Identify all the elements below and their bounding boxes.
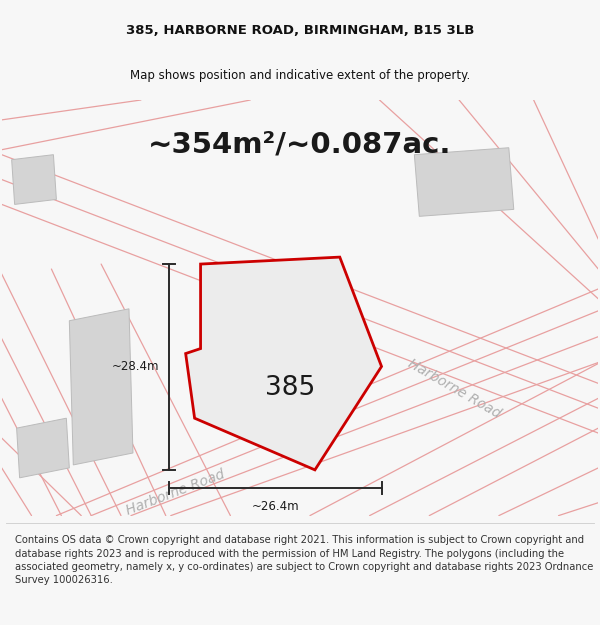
Text: Map shows position and indicative extent of the property.: Map shows position and indicative extent… [130,69,470,82]
Text: 385, HARBORNE ROAD, BIRMINGHAM, B15 3LB: 385, HARBORNE ROAD, BIRMINGHAM, B15 3LB [126,24,474,38]
Text: 385: 385 [265,376,315,401]
Text: ~28.4m: ~28.4m [112,361,159,374]
Polygon shape [415,148,514,216]
Polygon shape [70,309,133,465]
Text: ~354m²/~0.087ac.: ~354m²/~0.087ac. [148,131,452,159]
Polygon shape [17,418,70,478]
Polygon shape [215,284,318,378]
Text: Contains OS data © Crown copyright and database right 2021. This information is : Contains OS data © Crown copyright and d… [15,535,593,585]
Text: Harborne Road: Harborne Road [124,468,227,518]
Polygon shape [185,257,382,470]
Polygon shape [11,154,56,204]
Text: Harborne Road: Harborne Road [406,356,503,421]
Text: ~26.4m: ~26.4m [251,500,299,512]
